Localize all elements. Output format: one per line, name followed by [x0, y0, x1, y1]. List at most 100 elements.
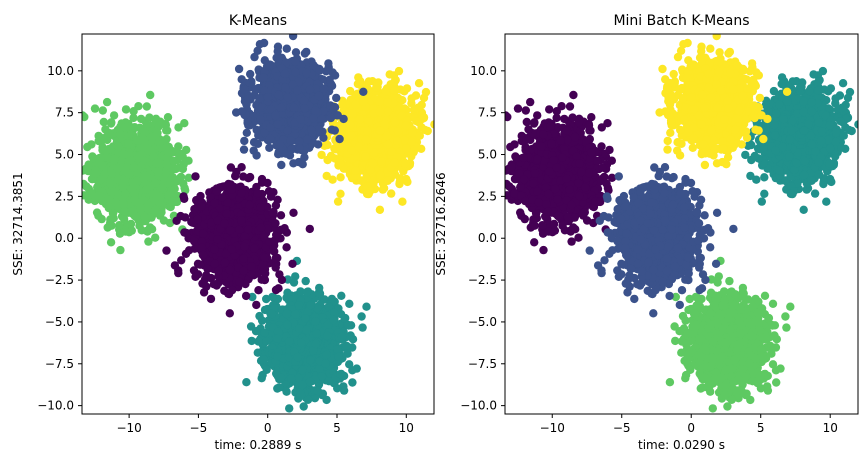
data-point [340, 314, 349, 323]
data-point [97, 214, 106, 224]
data-point [197, 243, 207, 252]
data-point [337, 291, 346, 300]
data-point [210, 245, 219, 254]
data-point [124, 139, 133, 149]
data-point [294, 373, 303, 383]
data-point [179, 179, 188, 188]
data-point [180, 119, 189, 128]
data-point [240, 242, 249, 252]
data-point [306, 301, 315, 310]
data-point [203, 264, 212, 274]
data-point [213, 235, 222, 244]
data-point [151, 117, 160, 127]
data-point [108, 209, 118, 218]
data-point [157, 208, 166, 217]
data-point [239, 266, 248, 276]
data-point [289, 208, 298, 217]
data-point [348, 366, 357, 375]
data-point [237, 216, 246, 225]
chart-1: −10 −5 0 5 10−10.0−7.5−5.0−2.50.02.55.07.510… [11, 13, 435, 452]
data-point [300, 314, 310, 323]
data-point [253, 189, 262, 198]
data-point [128, 184, 137, 194]
data-point [110, 154, 119, 164]
data-point [239, 254, 248, 263]
data-point [336, 370, 345, 379]
data-point [129, 163, 138, 172]
data-point [121, 189, 130, 199]
data-point [268, 208, 277, 217]
data-point [90, 104, 100, 113]
data-point [273, 352, 282, 361]
data-point [195, 260, 205, 269]
data-point [107, 221, 116, 230]
data-point [342, 341, 351, 350]
data-point [174, 163, 184, 172]
data-point [274, 383, 284, 392]
data-point [245, 200, 254, 210]
data-point [260, 328, 269, 337]
data-point [193, 270, 203, 279]
data-point [142, 102, 151, 111]
data-point [142, 185, 151, 194]
data-point [130, 195, 139, 204]
data-point [180, 228, 189, 237]
data-point [247, 262, 256, 271]
data-point [262, 337, 271, 346]
data-point [315, 283, 324, 293]
data-point [122, 167, 131, 176]
data-point [259, 355, 269, 364]
data-point [147, 132, 156, 142]
data-point [96, 175, 106, 184]
data-point [140, 213, 149, 222]
data-point [106, 179, 115, 188]
data-point [222, 209, 232, 218]
data-point [285, 337, 294, 346]
data-point [239, 172, 248, 181]
data-point [320, 295, 329, 304]
data-point [116, 245, 125, 255]
data-point [246, 322, 256, 331]
data-point [99, 117, 109, 127]
data-point [387, 189, 396, 198]
data-point [210, 259, 219, 268]
data-point [334, 352, 343, 361]
data-point [119, 200, 128, 209]
data-point [172, 216, 181, 225]
data-point [323, 331, 332, 340]
data-point [235, 277, 244, 287]
data-point [115, 221, 124, 230]
data-point [329, 315, 338, 325]
data-point [302, 325, 311, 335]
data-point [271, 285, 281, 295]
data-point [177, 256, 186, 265]
data-point [250, 244, 259, 253]
data-point [263, 178, 272, 188]
data-point [210, 198, 219, 208]
data-point [209, 280, 219, 289]
data-point [283, 320, 292, 330]
data-point [254, 286, 263, 295]
data-point [107, 169, 117, 178]
data-point [294, 301, 304, 310]
data-point [144, 200, 153, 210]
cluster-1 [242, 256, 371, 413]
data-point [288, 259, 297, 268]
data-point [206, 294, 216, 304]
data-point [285, 404, 294, 413]
data-point [152, 159, 161, 168]
data-point [248, 292, 257, 302]
data-point [260, 253, 270, 262]
data-point [106, 238, 116, 247]
data-point [282, 243, 291, 252]
data-point [296, 390, 306, 400]
data-point [114, 142, 123, 151]
data-point [311, 339, 321, 349]
data-point [297, 380, 307, 390]
data-point [262, 294, 271, 304]
data-point [139, 174, 148, 183]
data-point [324, 377, 334, 386]
data-point [89, 153, 98, 163]
data-point [270, 236, 279, 245]
